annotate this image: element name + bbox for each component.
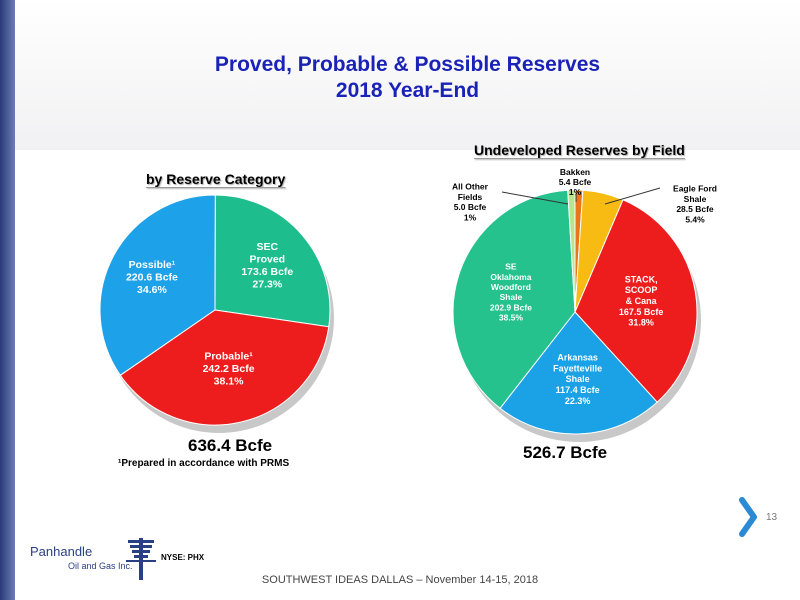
slice-label-line: 1% [464,212,477,222]
pie-slice-other [567,189,576,313]
slice-label-line: Fields [458,192,483,202]
slice-label-line: Fayetteville [553,363,602,373]
slice-label-line: Shale [684,194,707,204]
left-total: 636.4 Bcfe [188,436,273,455]
slice-label-line: 22.3% [565,396,591,406]
undeveloped-reserves-pie: Bakken 5.4 Bcfe 1% Eagle Ford Shale 28.5 Bcfe… [452,167,717,442]
slice-label-arkansas: Arkansas Fayetteville Shale 117.4 Bcfe 22.3% [553,353,602,406]
page-number: 13 [766,512,778,523]
slice-label-line: & Cana [626,296,658,306]
slice-label-line: SE [505,262,517,272]
pie-slice-se_oklahoma [452,189,576,409]
slice-label-proved: SEC Proved 173.6 Bcfe 27.3% [241,241,293,291]
right-chart-title: Undeveloped Reserves by Field [474,142,685,158]
slice-label-eagle_ford: Eagle Ford Shale 28.5 Bcfe 5.4% [673,184,717,225]
slice-label-line: 220.6 Bcfe [126,271,178,283]
slice-label-line: 117.4 Bcfe [556,385,600,395]
title-background [15,0,800,150]
slide-title: Proved, Probable & Possible Reserves [214,53,601,76]
slice-label-line: Shale [566,374,590,384]
slice-label-bakken: Bakken 5.4 Bcfe 1% [559,167,592,197]
slice-label-other: All Other Fields 5.0 Bcfe 1% [452,182,489,223]
next-chevron-icon[interactable] [738,497,760,537]
slice-label-line: 242.2 Bcfe [203,363,255,375]
slice-label-line: STACK, [625,274,658,284]
slice-label-line: Probable¹ [204,350,253,362]
slice-label-line: 5.0 Bcfe [454,202,487,212]
slice-label-line: Bakken [560,167,590,177]
slice-label-line: 1% [569,187,582,197]
slice-label-probable: Probable¹ 242.2 Bcfe 38.1% [203,350,255,387]
slice-label-line: Oklahoma [490,272,531,282]
right-total: 526.7 Bcfe [523,443,608,462]
slice-label-line: 38.1% [214,376,244,388]
slide-subtitle: 2018 Year-End [335,79,480,102]
pie-slice-stack [574,199,698,403]
slice-label-line: 34.6% [137,284,167,296]
slice-label-line: Woodford [491,282,531,292]
slice-label-line: 38.5% [499,313,524,323]
slice-label-se_oklahoma: SE Oklahoma Woodford Shale 202.9 Bcfe 38.5% [490,262,532,323]
prms-footnote: ¹Prepared in accordance with PRMS [118,458,290,469]
slice-label-line: All Other [452,182,489,192]
leader-line-other [501,191,569,205]
pie-slice-possible [99,194,216,376]
slice-label-line: 5.4% [685,214,705,224]
pie-slice-probable [119,309,330,426]
slice-label-line: 202.9 Bcfe [490,302,532,312]
reserve-category-pie: Possible¹ 220.6 Bcfe 34.6% SEC Proved 173.6 B… [99,194,334,433]
slice-label-line: 28.5 Bcfe [676,204,714,214]
footer-text: SOUTHWEST IDEAS DALLAS – November 14-15,… [261,574,539,586]
left-accent-bar [0,0,15,600]
slice-label-line: SEC [257,241,279,253]
slice-label-line: Shale [500,292,523,302]
leader-line-eagle_ford [604,187,661,205]
pie-slice-arkansas [499,311,658,435]
slice-label-line: 31.8% [628,318,654,328]
slice-label-line: 27.3% [252,279,282,291]
slice-label-line: SCOOP [625,285,658,295]
slice-label-possible: Possible¹ 220.6 Bcfe 34.6% [126,259,178,296]
logo-name: Panhandle [30,544,93,559]
slice-label-line: Arkansas [557,353,598,363]
slice-label-line: Possible¹ [129,259,176,271]
stock-ticker: NYSE: PHX [161,553,205,562]
slice-label-line: Eagle Ford [673,184,717,194]
slice-label-stack: STACK, SCOOP & Cana 167.5 Bcfe 31.8% [619,274,664,327]
panhandle-logo-icon [126,538,156,580]
left-chart-title: by Reserve Category [146,171,286,187]
slice-label-line: 167.5 Bcfe [619,307,664,317]
logo-subtitle: Oil and Gas Inc. [68,561,133,571]
slice-label-line: Proved [249,253,285,265]
pie-slice-proved [214,194,331,328]
slice-label-line: 5.4 Bcfe [559,177,592,187]
slice-label-line: 173.6 Bcfe [241,266,293,278]
